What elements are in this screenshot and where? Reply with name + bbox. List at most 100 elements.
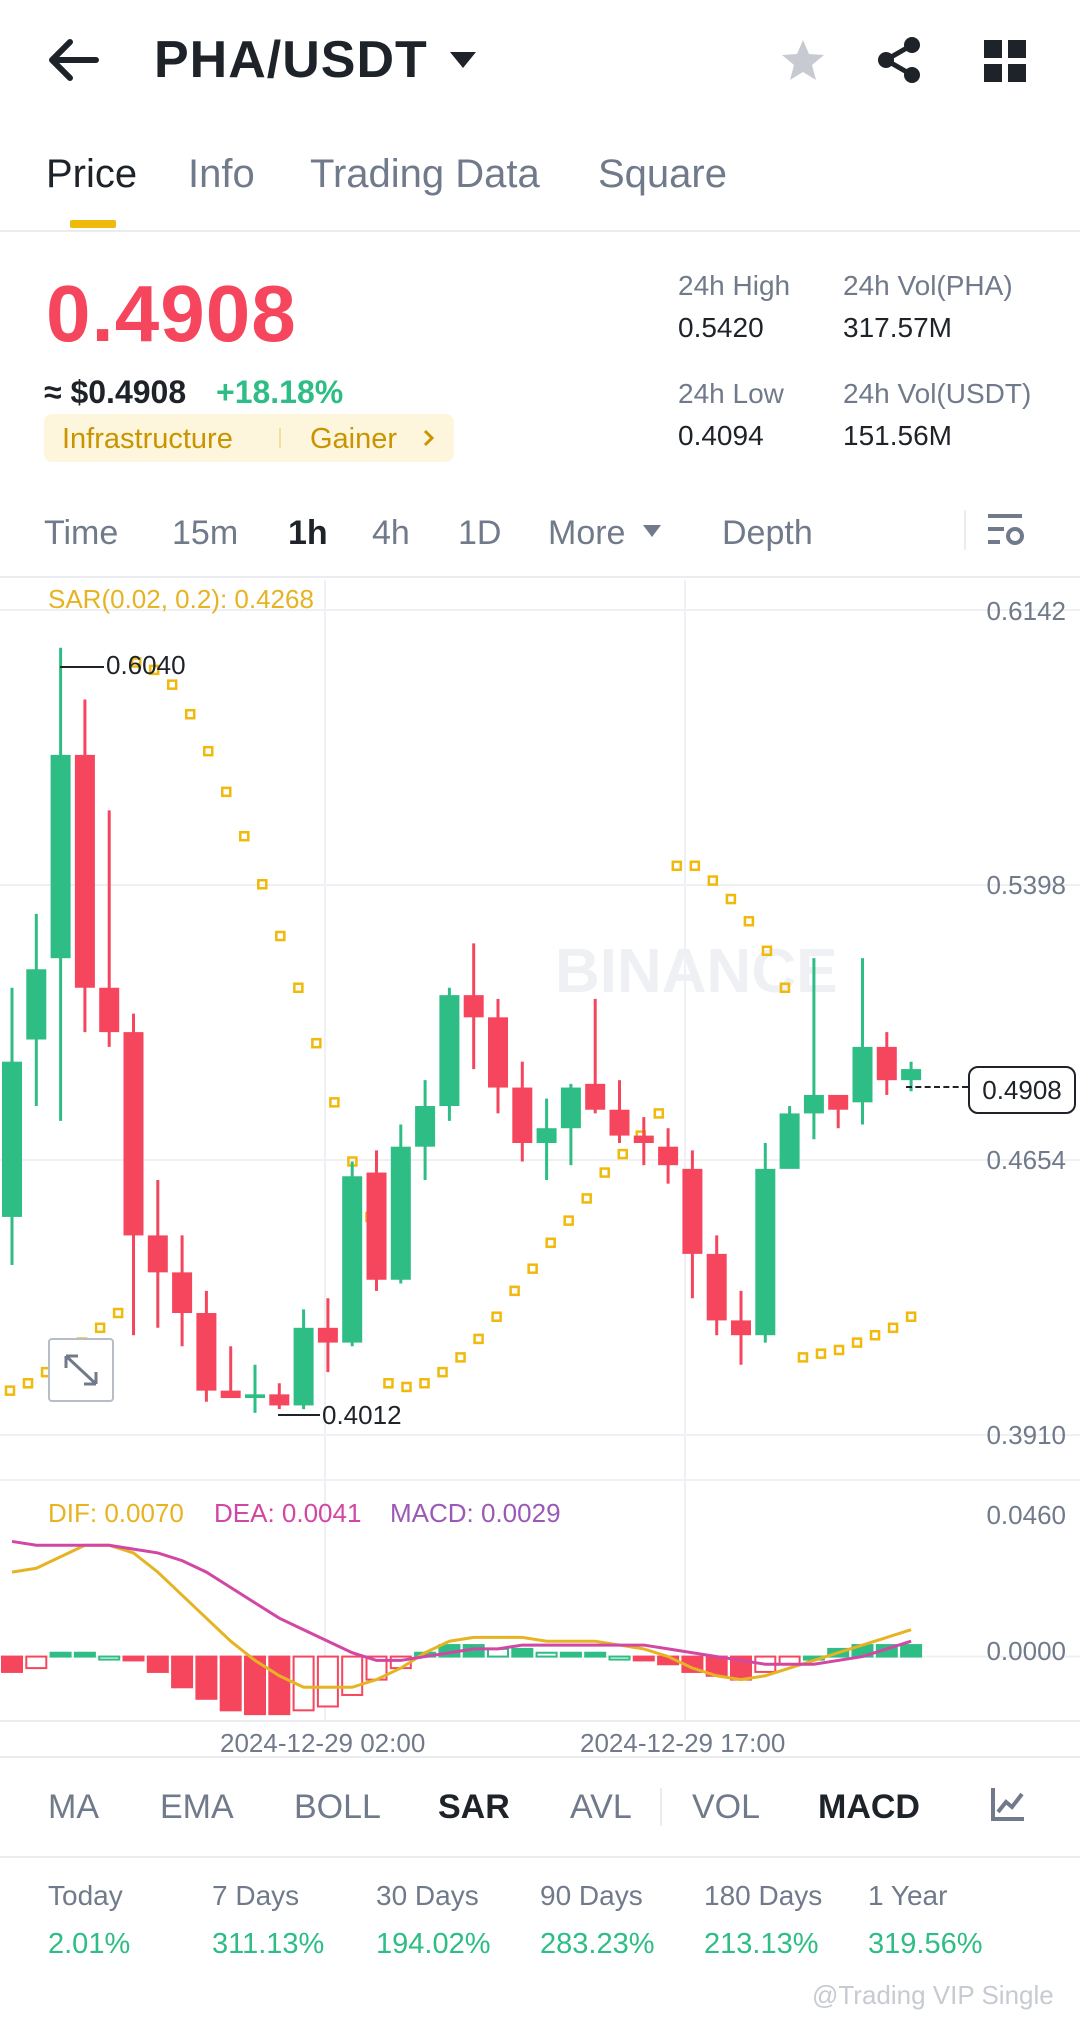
axis-tick-0: 0.6142	[986, 596, 1066, 626]
sar-dot	[148, 664, 160, 676]
sar-dot	[383, 1378, 394, 1389]
vol-quote-value: 151.56M	[843, 420, 952, 451]
top-bar: PHA/USDT	[0, 0, 1080, 120]
sar-dot	[4, 1385, 16, 1396]
price-chart[interactable]: BINANCE	[0, 580, 1080, 1450]
timeframe-depth[interactable]: Depth	[722, 514, 813, 552]
perf-label-1y: 1 Year	[868, 1880, 948, 1911]
timeframe-1d[interactable]: 1D	[458, 514, 502, 552]
timeframe-1h[interactable]: 1h	[288, 514, 328, 552]
sar-dot	[617, 1148, 628, 1160]
indicator-settings-icon[interactable]	[990, 1786, 1026, 1822]
candle-body	[488, 1017, 508, 1088]
tag-divider	[279, 428, 281, 448]
macd-bar	[559, 1651, 582, 1658]
sar-dot	[491, 1311, 502, 1322]
change-percent: +18.18%	[216, 374, 344, 410]
timeframe-more[interactable]: More	[548, 514, 626, 552]
dropdown-caret-icon[interactable]	[448, 50, 478, 70]
indicator-sar[interactable]: SAR	[438, 1788, 510, 1826]
time-label-1: 2024-12-29 17:00	[580, 1728, 786, 1758]
expand-chart-button[interactable]	[48, 1338, 114, 1402]
macd-axis-tick-1: 0.0000	[986, 1636, 1066, 1666]
more-caret-icon	[643, 525, 661, 537]
tag-infrastructure[interactable]: Infrastructure	[62, 423, 233, 455]
timeframe-time[interactable]: Time	[44, 514, 119, 552]
macd-bar	[316, 1655, 339, 1708]
performance-border	[0, 1856, 1080, 1858]
candle-body	[706, 1253, 727, 1321]
macd-bar	[900, 1644, 923, 1658]
chart-settings-icon[interactable]	[986, 512, 1026, 550]
indicator-bar-border	[0, 1756, 1080, 1758]
pair-title[interactable]: PHA/USDT	[154, 31, 428, 89]
macd-label: MACD: 0.0029	[390, 1498, 561, 1528]
candle-body	[123, 1032, 144, 1236]
candle-body	[415, 1106, 436, 1147]
back-arrow-icon[interactable]	[48, 38, 100, 82]
tag-box[interactable]: Infrastructure Gainer	[44, 414, 454, 462]
star-icon[interactable]	[780, 38, 826, 82]
tab-trading-data[interactable]: Trading Data	[310, 152, 540, 196]
high-label: 24h High	[678, 270, 791, 301]
indicator-ma[interactable]: MA	[48, 1788, 99, 1826]
grid-icon[interactable]	[984, 40, 1026, 82]
macd-bar	[98, 1655, 121, 1661]
macd-bar	[511, 1647, 534, 1658]
indicator-vol[interactable]: VOL	[692, 1788, 761, 1826]
sar-dot	[22, 1378, 34, 1389]
timeframe-15m[interactable]: 15m	[172, 514, 239, 552]
perf-label-today: Today	[48, 1880, 123, 1911]
perf-label-180d: 180 Days	[704, 1880, 823, 1911]
dif-label: DIF: 0.0070	[48, 1498, 184, 1528]
candle-body	[196, 1313, 217, 1391]
candle-body	[317, 1327, 338, 1343]
candle-body	[682, 1168, 703, 1254]
tab-price[interactable]: Price	[46, 152, 138, 196]
sar-dot	[887, 1322, 899, 1334]
tag-gainer[interactable]: Gainer	[310, 423, 398, 455]
macd-bar	[584, 1651, 607, 1658]
macd-bar	[171, 1655, 194, 1689]
candle-body	[755, 1168, 776, 1336]
indicator-ema[interactable]: EMA	[160, 1788, 234, 1826]
macd-bar	[341, 1655, 364, 1696]
macd-bar	[535, 1651, 558, 1658]
candle-body	[26, 969, 47, 1040]
candle-body	[390, 1146, 411, 1280]
sar-dot	[509, 1285, 520, 1297]
share-icon[interactable]	[876, 36, 922, 84]
indicator-boll[interactable]: BOLL	[294, 1788, 381, 1826]
sar-dot	[437, 1366, 448, 1378]
candle-body	[74, 754, 95, 988]
perf-value-30d: 194.02%	[376, 1928, 491, 1960]
sar-dot	[707, 875, 719, 886]
candle-body	[512, 1087, 533, 1143]
sar-label: SAR(0.02, 0.2): 0.4268	[48, 584, 314, 614]
macd-chart[interactable]	[0, 1450, 1080, 1720]
sar-dot	[797, 1352, 809, 1363]
sar-dot	[275, 930, 286, 942]
candle-body	[50, 754, 71, 959]
macd-axis-tick-0: 0.0460	[986, 1500, 1066, 1530]
last-price-marker: 0.4908	[968, 1066, 1076, 1114]
sar-dot	[419, 1378, 430, 1389]
perf-label-90d: 90 Days	[540, 1880, 643, 1911]
indicator-macd[interactable]: MACD	[818, 1788, 920, 1826]
sar-dot	[689, 860, 701, 872]
low-value: 0.4094	[678, 420, 764, 451]
macd-bar	[1, 1655, 23, 1673]
time-axis-border	[0, 1720, 1080, 1722]
tab-square[interactable]: Square	[598, 152, 727, 196]
candle-body	[803, 1094, 824, 1114]
indicator-avl[interactable]: AVL	[570, 1788, 632, 1826]
sar-dot	[563, 1215, 574, 1226]
sar-dot	[221, 786, 232, 798]
active-tab-indicator	[70, 220, 116, 228]
timeframe-4h[interactable]: 4h	[372, 514, 410, 552]
candle-body	[560, 1087, 581, 1129]
vol-quote-label: 24h Vol(USDT)	[843, 378, 1032, 409]
tab-info[interactable]: Info	[188, 152, 255, 196]
candle-body	[439, 995, 460, 1107]
expand-icon	[64, 1354, 98, 1386]
